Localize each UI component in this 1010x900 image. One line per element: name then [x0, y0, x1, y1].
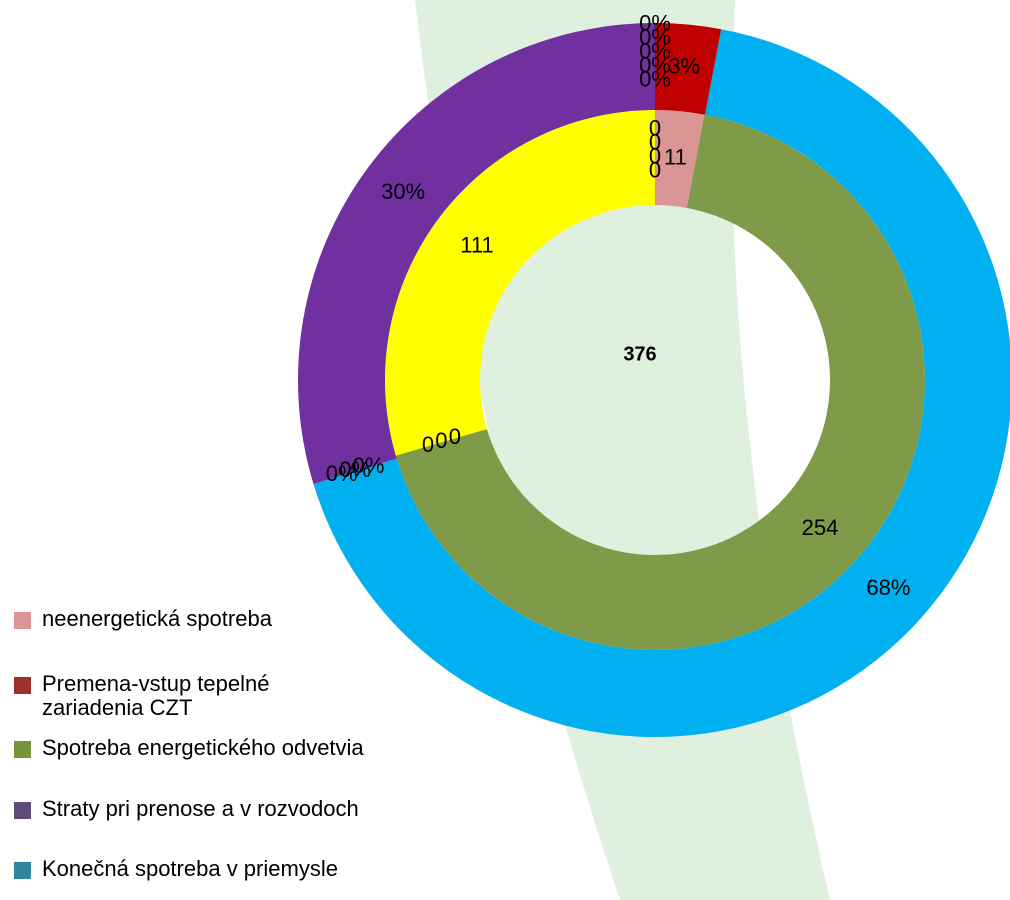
data-label: 0% [639, 66, 671, 91]
data-label: 68% [866, 575, 910, 600]
data-label: 0 [649, 115, 661, 140]
data-label: 0 [649, 129, 661, 154]
legend-swatch [14, 677, 31, 694]
legend-label: Konečná spotreba v priemysle [42, 856, 338, 881]
data-label: 0 [422, 432, 434, 457]
legend-label: Straty pri prenose a v rozvodoch [42, 796, 359, 821]
data-label: 0% [639, 52, 671, 77]
data-label: 3% [668, 54, 700, 79]
data-label: 0% [639, 38, 671, 63]
legend-swatch [14, 741, 31, 758]
data-label: 30% [381, 179, 425, 204]
donut-slice [655, 23, 722, 115]
legend-label: Spotreba energetického odvetvia [42, 735, 364, 760]
legend-item: Straty pri prenose a v rozvodoch [14, 797, 374, 821]
legend-swatch [14, 612, 31, 629]
data-label: 0% [639, 24, 671, 49]
donut-slice [395, 114, 925, 650]
donut-slice [385, 110, 655, 456]
data-label: 0% [326, 461, 358, 486]
legend-item: neenergetická spotreba [14, 607, 374, 631]
data-label: 11 [664, 144, 687, 169]
center-total: 376 [623, 343, 656, 365]
data-label: 0 [649, 157, 661, 182]
legend-swatch [14, 802, 31, 819]
data-label: 0 [649, 143, 661, 168]
data-label: 0% [353, 453, 385, 478]
donut-slice [655, 110, 705, 208]
legend-label: Premena-vstup tepelné zariadenia CZT [42, 671, 270, 720]
legend-item: Konečná spotreba v priemysle [14, 857, 374, 881]
data-label: 0% [639, 10, 671, 35]
data-label: 0 [435, 428, 447, 453]
data-label: 0% [339, 457, 371, 482]
donut-slice [298, 23, 655, 484]
legend-item: Spotreba energetického odvetvia [14, 736, 374, 760]
data-label: 254 [802, 515, 839, 540]
legend-swatch [14, 862, 31, 879]
legend-label: neenergetická spotreba [42, 606, 272, 631]
data-label: 0 [449, 424, 461, 449]
legend-item: Premena-vstup tepelné zariadenia CZT [14, 672, 374, 720]
data-label: 111 [460, 232, 493, 257]
